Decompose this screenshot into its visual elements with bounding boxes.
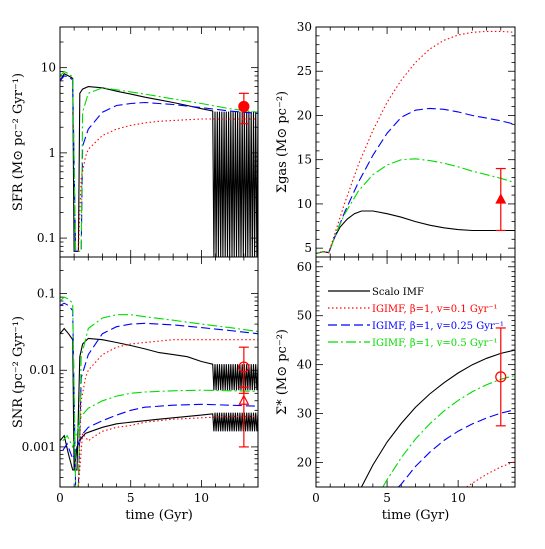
y-axis-label: Σgas (M⊙ pc⁻²) (275, 91, 290, 193)
y-tick-label: 15 (297, 153, 312, 167)
series-group (361, 349, 515, 487)
series-line-5 (60, 296, 258, 487)
series-line-1 (60, 72, 258, 257)
observation-point (495, 327, 507, 427)
y-tick-label: 0.1 (37, 231, 56, 245)
x-tick-label: 0 (56, 491, 64, 505)
series-line-7 (77, 339, 258, 487)
observation-marker (238, 361, 250, 373)
panel-frame (315, 26, 516, 258)
observation-marker (238, 100, 250, 113)
y-tick-label: 50 (297, 309, 312, 323)
x-axis-label: time (Gyr) (382, 508, 450, 523)
series-line-2 (60, 412, 258, 471)
y-tick-label: 60 (297, 260, 312, 274)
y-tick-label: 30 (297, 20, 312, 34)
y-tick-label: 0.001 (22, 440, 56, 454)
series-line-6 (62, 389, 258, 449)
series-line-3 (398, 409, 515, 487)
x-tick-label: 10 (451, 491, 466, 505)
legend-label: IGIMF, β=1, v=0.5 Gyr⁻¹ (372, 338, 498, 349)
series-line-4 (316, 30, 515, 255)
y-tick-label: 20 (297, 456, 312, 470)
observation-marker (238, 394, 250, 405)
observation-point (238, 386, 250, 448)
legend-label: IGIMF, β=1, v=0.1 Gyr⁻¹ (372, 304, 498, 315)
observation-point (495, 167, 507, 232)
observation-marker (495, 193, 507, 204)
x-tick-label: 5 (127, 491, 135, 505)
legend: Scalo IMF IGIMF, β=1, v=0.1 Gyr⁻¹ IGIMF, β… (328, 287, 504, 349)
panel-frame (315, 256, 516, 488)
panel-sstar: 0 5 10 20 30 40 50 60 Σ* (M⊙ pc⁻²) time (Gyr) (275, 256, 516, 523)
legend-label: Scalo IMF (372, 287, 424, 298)
series-line-3 (316, 158, 515, 255)
series-line-2 (382, 374, 515, 487)
y-tick-label: 5 (304, 241, 312, 255)
axis-ticks: 0 5 10 20 30 40 50 60 (297, 256, 516, 505)
series-line-4 (466, 461, 515, 487)
y-tick-label: 25 (297, 64, 312, 78)
series-line-4 (77, 118, 258, 252)
y-tick-label: 10 (41, 61, 56, 75)
series-line-2 (316, 107, 515, 255)
series-line-2 (60, 75, 258, 252)
series-group (60, 70, 258, 257)
y-tick-label: 0.01 (29, 363, 56, 377)
panel-frame (59, 256, 259, 488)
x-axis-label: time (Gyr) (125, 508, 193, 523)
y-tick-label: 1 (48, 146, 56, 160)
x-tick-label: 5 (383, 491, 391, 505)
panel-snr: 0 5 10 0.001 0.01 0.1 SNR (pc⁻² Gyr⁻¹) time (Gy… (11, 256, 259, 523)
observation-point (238, 92, 250, 125)
panel-sgas: 5 10 15 20 25 30 Σgas (M⊙ pc⁻²) (275, 20, 516, 258)
series-group (316, 30, 515, 255)
series-line-4 (62, 403, 258, 461)
y-tick-label: 30 (297, 407, 312, 421)
series-group (60, 296, 258, 487)
y-axis-label: Σ* (M⊙ pc⁻²) (275, 329, 290, 415)
y-axis-label: SFR (M⊙ pc⁻² Gyr⁻¹) (11, 73, 26, 211)
y-tick-label: 0.1 (37, 287, 56, 301)
y-axis-label: SNR (pc⁻² Gyr⁻¹) (11, 316, 26, 428)
panel-sfr: 0.1 1 10 SFR (M⊙ pc⁻² Gyr⁻¹) (11, 26, 259, 258)
x-tick-label: 0 (312, 491, 320, 505)
series-line-8 (77, 415, 258, 487)
y-tick-label: 40 (297, 358, 312, 372)
y-tick-label: 10 (297, 197, 312, 211)
axis-ticks: 5 10 15 20 25 30 (297, 20, 516, 258)
series-line-1 (361, 349, 515, 487)
legend-label: IGIMF, β=1, v=0.25 Gyr⁻¹ (372, 321, 504, 332)
series-line-3 (60, 70, 258, 252)
observation-marker (495, 371, 507, 383)
y-tick-label: 20 (297, 108, 312, 122)
series-line-3 (60, 302, 258, 487)
series-line-1 (316, 210, 515, 255)
series-line-1 (60, 327, 258, 471)
x-tick-label: 10 (194, 491, 209, 505)
